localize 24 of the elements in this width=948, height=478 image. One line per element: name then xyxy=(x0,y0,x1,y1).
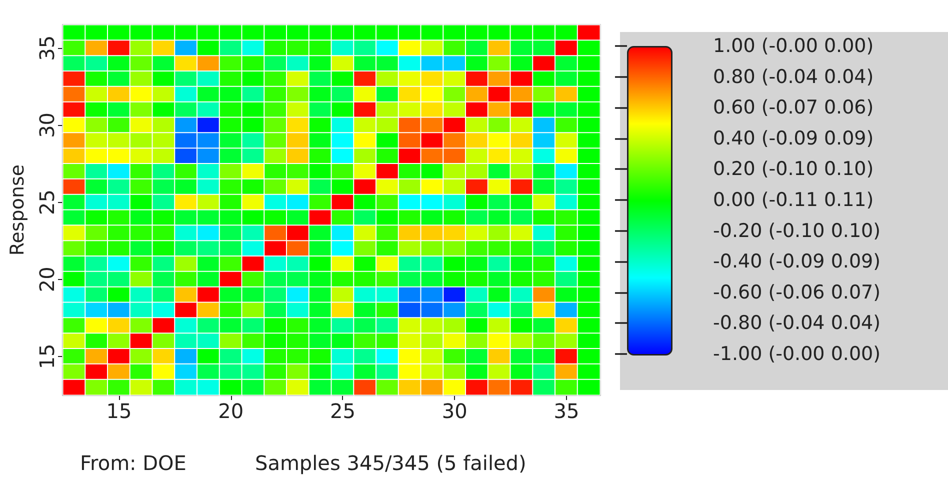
x-tick-label: 20 xyxy=(218,399,244,423)
x-tick-label: 35 xyxy=(554,399,580,423)
y-tick-label: 25 xyxy=(35,190,59,216)
text: Samples 345/345 (5 failed) xyxy=(255,451,526,475)
color-bar-label: -1.00 (-0.00 0.00) xyxy=(713,343,881,365)
y-tick-label: 30 xyxy=(35,112,59,138)
color-bar-label: -0.60 (-0.06 0.07) xyxy=(713,281,881,304)
color-bar-label: -0.20 (-0.10 0.10) xyxy=(713,220,881,242)
color-bar-label: 0.40 (-0.09 0.09) xyxy=(713,127,874,150)
color-bar-label: 0.00 (-0.11 0.11) xyxy=(713,189,874,211)
y-tick-label: 35 xyxy=(35,35,59,61)
color-bar-label: 0.20 (-0.10 0.10) xyxy=(713,158,874,180)
text: From: DOE xyxy=(80,451,186,475)
color-bar-label: 1.00 (-0.00 0.00) xyxy=(713,35,874,57)
color-bar-label: 0.80 (-0.04 0.04) xyxy=(713,66,874,88)
color-bar-label: -0.40 (-0.09 0.09) xyxy=(713,250,881,273)
x-tick-label: 25 xyxy=(330,399,356,423)
color-bar-label: 0.60 (-0.07 0.06) xyxy=(713,96,874,119)
y-tick-label: 20 xyxy=(35,266,59,292)
x-tick-label: 15 xyxy=(106,399,132,423)
x-tick-label: 30 xyxy=(442,399,468,423)
y-tick-label: 15 xyxy=(35,344,59,370)
color-bar-label: -0.80 (-0.04 0.04) xyxy=(713,312,881,334)
y-axis-title: Response xyxy=(6,164,28,256)
